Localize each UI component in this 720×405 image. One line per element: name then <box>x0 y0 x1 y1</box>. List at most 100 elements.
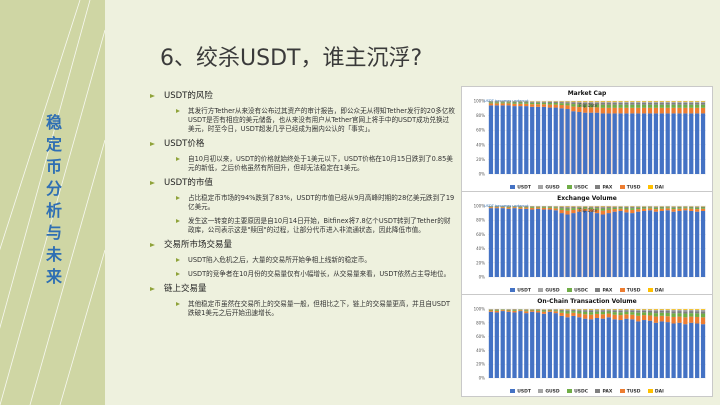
bar-segment <box>594 309 600 311</box>
bar-segment <box>612 309 617 310</box>
bar-usdt <box>588 319 594 378</box>
bar-segment <box>636 101 641 102</box>
bar-segment <box>571 310 576 312</box>
bar-segment <box>506 102 511 104</box>
bullet-list: USDT的风险 其发行方Tether从来没有公布过其资产的审计报告，即公众无从得… <box>150 91 455 323</box>
bullet-item: 其发行方Tether从来没有公布过其资产的审计报告，即公众无从得知Tether发… <box>150 107 455 134</box>
bar-segment <box>636 104 641 108</box>
legend-label: PAX <box>602 288 613 293</box>
legend-swatch <box>567 388 573 393</box>
bar-segment <box>606 107 611 114</box>
bar-usdt <box>659 113 664 174</box>
bar-segment <box>671 206 676 207</box>
bar-segment <box>653 209 659 212</box>
bar-usdt <box>677 322 682 378</box>
bar-segment <box>671 104 676 108</box>
bar-segment <box>553 311 558 314</box>
bar-segment <box>665 102 670 105</box>
slide-title: 6、绞杀USDT，谁主沉浮? <box>160 46 423 71</box>
bar-segment <box>583 311 588 315</box>
bar-segment <box>636 315 641 322</box>
legend-item: TUSD <box>619 184 640 190</box>
market-cap-chart: Flip Date 100% 80% 60% 40% 20% 0% Market Cap U… <box>461 86 713 193</box>
bar-segment <box>588 309 594 310</box>
bar-segment <box>541 309 547 311</box>
bar-segment <box>559 312 564 316</box>
bar-usdt <box>630 113 635 174</box>
bar-segment <box>518 103 523 107</box>
bar-usdt <box>547 107 552 174</box>
bar-usdt <box>612 113 617 174</box>
bar-usdt <box>600 214 606 277</box>
bar-segment <box>541 310 547 312</box>
bar-usdt <box>600 318 606 378</box>
bar-segment <box>500 102 505 104</box>
bar-segment <box>588 312 594 315</box>
event-label: Flip Date <box>579 103 597 108</box>
bar-segment <box>683 309 688 310</box>
bar-segment <box>606 101 611 103</box>
bar-segment <box>583 107 588 113</box>
bar-segment <box>647 208 653 211</box>
bar-segment <box>665 207 670 209</box>
bar-segment <box>559 101 564 103</box>
bar-segment <box>488 103 494 106</box>
bar-segment <box>577 209 582 212</box>
bar-segment <box>594 206 600 208</box>
y-tick-label: 0% <box>479 172 486 177</box>
bar-usdt <box>524 313 529 378</box>
bar-segment <box>624 206 629 207</box>
bar-segment <box>630 107 635 114</box>
bar-segment <box>518 101 523 103</box>
bar-segment <box>559 103 564 106</box>
bar-usdt <box>630 319 635 378</box>
bar-usdt <box>600 113 606 174</box>
bar-segment <box>700 309 706 312</box>
bar-segment <box>588 101 594 102</box>
bar-segment <box>636 312 641 316</box>
bar-segment <box>577 207 582 210</box>
bar-segment <box>606 311 611 314</box>
legend-label: TUSD <box>626 389 641 394</box>
legend-item: USDT <box>510 388 531 394</box>
bar-segment <box>630 102 635 105</box>
side-title-char: 未 <box>45 245 62 264</box>
bar-segment <box>512 309 517 311</box>
bar-segment <box>636 310 641 313</box>
legend-item: USDC <box>567 388 588 394</box>
bar-segment <box>553 309 558 311</box>
bar-segment <box>642 101 647 102</box>
bar-segment <box>636 309 641 310</box>
bar-segment <box>541 207 547 210</box>
bar-segment <box>565 206 570 208</box>
bar-segment <box>665 101 670 103</box>
bar-segment <box>630 314 635 320</box>
bar-segment <box>636 209 641 212</box>
bar-segment <box>541 311 547 314</box>
bar-segment <box>588 101 594 103</box>
bar-segment <box>541 101 547 103</box>
bar-segment <box>512 310 517 311</box>
bar-segment <box>642 208 647 211</box>
bar-usdt <box>506 311 511 378</box>
bar-usdt <box>559 315 564 378</box>
bar-usdt <box>659 321 664 378</box>
legend-item: PAX <box>595 287 613 293</box>
y-tick-label: 40% <box>476 348 485 353</box>
side-title: 稳 定 币 分 析 与 未 来 <box>44 112 64 288</box>
bar-segment <box>594 207 600 209</box>
bar-segment <box>606 206 611 208</box>
legend-item: PAX <box>595 184 612 190</box>
bar-usdt <box>665 210 670 277</box>
legend-label: GUSD <box>545 288 560 293</box>
bar-segment <box>606 102 611 105</box>
bar-segment <box>653 309 659 310</box>
bar-segment <box>683 206 688 208</box>
bar-segment <box>689 313 694 317</box>
bar-segment <box>659 102 664 105</box>
legend-label: USDC <box>574 185 589 190</box>
bar-usdt <box>677 113 682 174</box>
bar-segment <box>677 101 682 103</box>
bar-segment <box>653 207 659 210</box>
bar-segment <box>512 101 517 102</box>
